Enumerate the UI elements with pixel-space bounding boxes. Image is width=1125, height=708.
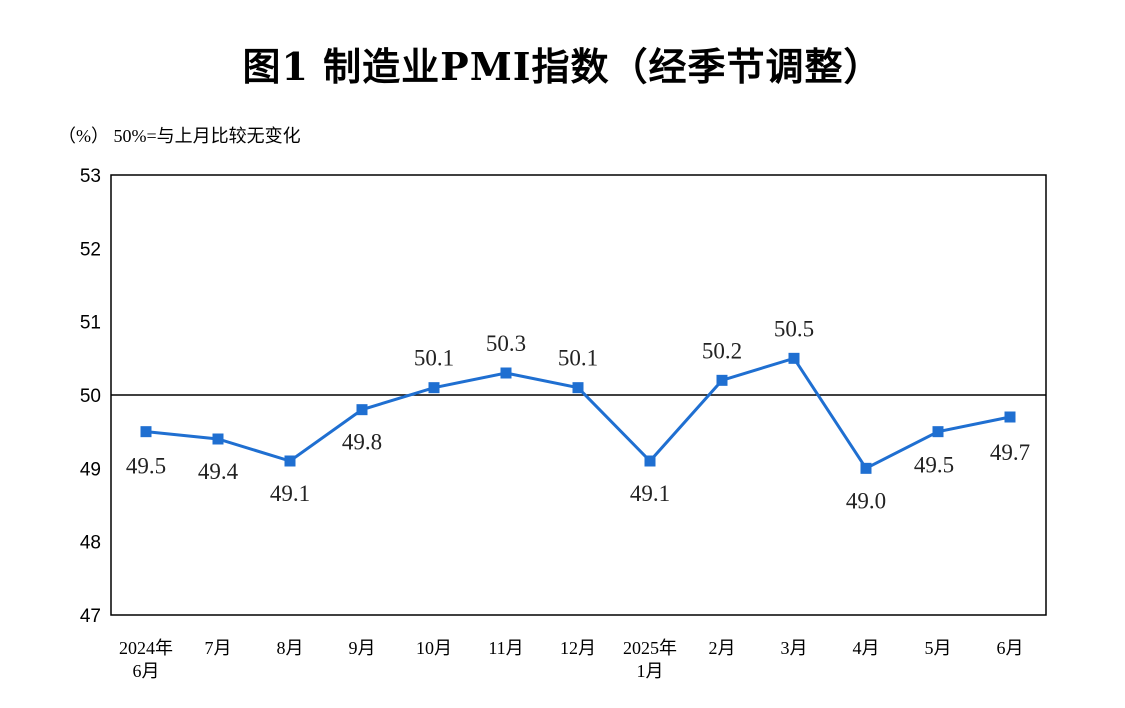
data-marker xyxy=(788,352,800,364)
data-labels: 49.5 49.4 49.1 49.8 50.1 50.3 50.1 49.1 50.2 50.5… xyxy=(126,316,1030,513)
data-label: 49.5 xyxy=(126,454,166,479)
data-label: 49.7 xyxy=(990,440,1030,465)
y-tick-label: 47 xyxy=(80,606,101,627)
y-tick-label: 50 xyxy=(80,386,101,407)
data-marker xyxy=(284,455,296,467)
y-tick-label: 52 xyxy=(80,239,101,260)
x-tick-label: 4月 xyxy=(853,638,880,658)
data-marker xyxy=(428,382,440,394)
y-tick-label: 51 xyxy=(80,313,101,334)
x-tick-label: 6月 xyxy=(133,661,160,681)
data-marker xyxy=(1004,411,1016,423)
data-label: 49.1 xyxy=(270,481,310,506)
series-line xyxy=(145,356,1011,471)
x-tick-label: 6月 xyxy=(997,638,1024,658)
data-label: 49.4 xyxy=(198,459,239,484)
x-tick-label: 1月 xyxy=(637,661,664,681)
data-label: 49.5 xyxy=(914,453,954,478)
data-marker xyxy=(500,367,512,379)
data-label: 50.1 xyxy=(558,346,598,371)
data-markers xyxy=(140,352,1016,474)
data-marker xyxy=(140,426,152,438)
data-label: 50.3 xyxy=(486,331,526,356)
y-tick-label: 48 xyxy=(80,533,101,554)
chart-title: 图1 制造业PMI指数（经季节调整） xyxy=(242,44,883,89)
data-marker xyxy=(860,462,872,474)
x-tick-label: 5月 xyxy=(925,638,952,658)
y-tick-label: 53 xyxy=(80,166,101,187)
x-tick-label: 9月 xyxy=(349,638,376,658)
x-tick-label: 3月 xyxy=(781,638,808,658)
x-tick-label: 2025年 xyxy=(623,638,677,658)
data-label: 50.1 xyxy=(414,346,454,371)
x-tick-label: 2月 xyxy=(709,638,736,658)
data-marker xyxy=(356,404,368,416)
x-tick-label: 2024年 xyxy=(119,638,173,658)
x-tick-label: 11月 xyxy=(488,638,523,658)
data-marker xyxy=(932,426,944,438)
y-axis-ticks: 47 48 49 50 51 52 53 xyxy=(80,166,101,627)
x-tick-label: 8月 xyxy=(277,638,304,658)
x-tick-label: 12月 xyxy=(560,638,596,658)
data-label: 49.8 xyxy=(342,430,382,455)
x-tick-label: 10月 xyxy=(416,638,452,658)
data-marker xyxy=(716,374,728,386)
data-label: 49.0 xyxy=(846,488,886,513)
data-marker xyxy=(644,455,656,467)
data-label: 50.5 xyxy=(774,316,814,341)
y-tick-label: 49 xyxy=(80,459,101,480)
data-marker xyxy=(212,433,224,445)
x-axis-ticks: 2024年 6月 7月 8月 9月 10月 11月 12月 2025年 1月 2月 3月 4月 5月 6月 xyxy=(119,638,1024,681)
data-marker xyxy=(572,382,584,394)
data-label: 50.2 xyxy=(702,338,742,363)
y-unit-note: （%） 50%=与上月比较无变化 xyxy=(58,126,301,146)
x-tick-label: 7月 xyxy=(205,638,232,658)
data-label: 49.1 xyxy=(630,481,670,506)
